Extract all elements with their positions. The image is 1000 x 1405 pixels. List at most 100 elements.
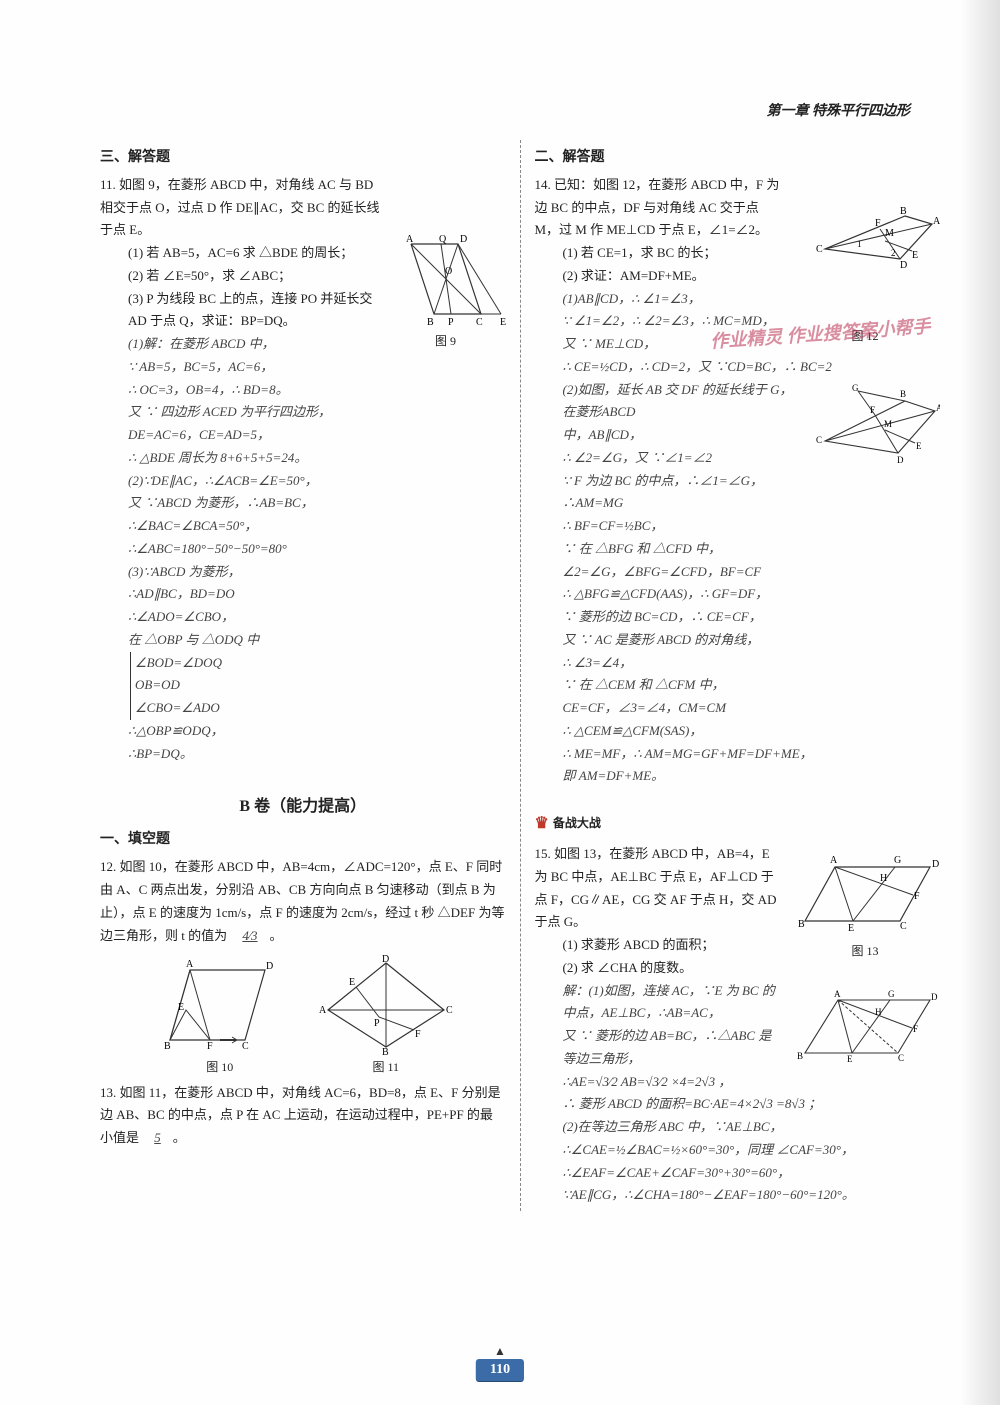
figure-11-svg: D A C B P E F [316, 955, 456, 1055]
p11-a3c: ∴∠ADO=∠CBO， [100, 606, 506, 629]
p11-a2b: 又 ∵ABCD 为菱形，∴AB=BC， [100, 492, 506, 515]
p11-a1d: 又 ∵ 四边形 ACED 为平行四边形， [100, 401, 506, 424]
fig10-caption: 图 10 [206, 1057, 233, 1077]
figure-13b-svg: A D B C E F G H [790, 988, 940, 1068]
p14-a1d: ∴ CE=½CD，∴ CD=2，又 ∵CD=BC，∴ BC=2 [535, 356, 941, 379]
svg-text:E: E [349, 977, 355, 988]
p11-a1f: ∴ △BDE 周长为 8+6+5+5=24。 [100, 447, 506, 470]
svg-text:F: F [914, 891, 920, 902]
p14-a2o: ∴ ME=MF，∴ AM=MG=GF+MF=DF+ME， [535, 743, 941, 766]
figure-12-caption: 图 12 [790, 326, 940, 347]
fig11-caption: 图 11 [372, 1057, 399, 1077]
p11-a2d: ∴∠ABC=180°−50°−50°=80° [100, 538, 506, 561]
svg-text:B: B [427, 317, 434, 328]
figure-12-svg: B A C D F M E 1 2 [790, 204, 940, 324]
p11-a2c: ∴∠BAC=∠BCA=50°， [100, 515, 506, 538]
problem-11: A Q D B P C E O 图 9 11. 如图 9，在菱形 ABCD 中，… [100, 174, 506, 766]
p11-a3f: OB=OD [130, 674, 506, 697]
svg-text:D: D [460, 234, 467, 245]
p15-a1f: ∴ 菱形 ABCD 的面积=BC·AE=4×2√3 =8√3 ； [535, 1093, 941, 1116]
p14-a2e: ∴ BF=CF=½BC， [535, 515, 941, 538]
p13-answer: 5 [142, 1130, 173, 1145]
svg-text:E: E [912, 250, 918, 261]
scan-edge-shadow [960, 0, 1000, 1405]
svg-text:Q: Q [439, 234, 447, 245]
figure-12b-wrap: B A C D G F M E [800, 383, 940, 493]
problem-15: A D B C E F G H 图 13 15. 如图 13，在菱形 ABCD … [535, 843, 941, 1207]
svg-text:F: F [875, 218, 881, 229]
p11-a1b: ∵ AB=5，BC=5，AC=6， [100, 356, 506, 379]
p11-a1e: DE=AC=6，CE=AD=5， [100, 424, 506, 447]
p12-text: 12. 如图 10，在菱形 ABCD 中，AB=4cm，∠ADC=120°，点 … [100, 859, 504, 942]
svg-text:1: 1 [857, 239, 862, 249]
figure-13b-wrap: A D B C E F G H [790, 988, 940, 1068]
section-title-3: 三、解答题 [100, 146, 506, 170]
figure-9-caption: 图 9 [386, 331, 506, 352]
p11-a3g: ∠CBO=∠ADO [130, 697, 506, 720]
crown-icon: ♛ [535, 810, 549, 837]
svg-text:H: H [875, 1007, 882, 1017]
svg-text:E: E [848, 923, 854, 934]
svg-text:E: E [847, 1054, 853, 1064]
svg-text:A: A [936, 403, 940, 413]
p11-a2a: (2)∵DE∥AC，∴∠ACB=∠E=50°， [100, 470, 506, 493]
section-icon-label: 备战大战 [553, 813, 601, 833]
figure-9-svg: A Q D B P C E O [386, 234, 506, 329]
p11-a3d: 在 △OBP 与 △ODQ 中 [100, 629, 506, 652]
svg-text:F: F [913, 1024, 918, 1034]
svg-text:C: C [816, 435, 822, 445]
figure-10-svg: A D B F C E [150, 955, 290, 1055]
p15-a2c: ∴∠EAF=∠CAE+∠CAF=30°+30°=60°， [535, 1162, 941, 1185]
p15-a2d: ∵AE∥CG，∴∠CHA=180°−∠EAF=180°−60°=120°。 [535, 1184, 941, 1207]
right-column: 二、解答题 B A C D F M E 1 [529, 140, 941, 1211]
svg-text:E: E [916, 441, 922, 451]
svg-text:M: M [885, 228, 894, 239]
p14-a2h: ∴ △BFG≌△CFD(AAS)，∴ GF=DF， [535, 583, 941, 606]
figure-13-svg: A D B C E F G H [790, 849, 940, 939]
column-divider [520, 140, 521, 1211]
svg-text:G: G [888, 989, 895, 999]
problem-14: B A C D F M E 1 2 图 12 14. 已知：如图 12，在菱形 … [535, 174, 941, 788]
svg-text:B: B [382, 1047, 389, 1055]
figure-13-wrap: A D B C E F G H 图 13 [790, 849, 940, 962]
svg-text:M: M [884, 419, 892, 429]
p15-a1e: ∴AE=√3⁄2 AB=√3⁄2 ×4=2√3 ， [535, 1071, 941, 1094]
p14-a2j: 又 ∵ AC 是菱形 ABCD 的对角线， [535, 629, 941, 652]
svg-text:D: D [382, 955, 389, 965]
p11-header: 11. 如图 9，在菱形 ABCD 中，对角线 AC 与 BD 相交于点 O，过… [100, 174, 506, 242]
svg-text:D: D [931, 992, 938, 1002]
figure-10: A D B F C E 图 10 [150, 955, 290, 1077]
two-column-layout: 三、解答题 A Q D B P C [100, 140, 940, 1211]
svg-text:C: C [900, 921, 907, 932]
p12-answer: 4⁄3 [230, 928, 269, 943]
section-icon-title: ♛ 备战大战 [535, 810, 601, 837]
svg-text:C: C [476, 317, 483, 328]
p14-a2m: CE=CF，∠3=∠4，CM=CM [535, 697, 941, 720]
svg-text:O: O [445, 266, 452, 277]
left-column: 三、解答题 A Q D B P C [100, 140, 512, 1211]
svg-text:A: A [319, 1005, 327, 1016]
svg-text:G: G [852, 383, 859, 393]
figure-11: D A C B P E F 图 11 [316, 955, 456, 1077]
svg-text:P: P [374, 1018, 380, 1029]
svg-text:D: D [932, 859, 939, 870]
figure-12-wrap: B A C D F M E 1 2 图 12 [790, 204, 940, 347]
p14-a2n: ∴ △CEM≌△CFM(SAS)， [535, 720, 941, 743]
p15-a2a: (2)在等边三角形 ABC 中，∵AE⊥BC， [535, 1116, 941, 1139]
p14-a2g: ∠2=∠G，∠BFG=∠CFD，BF=CF [535, 561, 941, 584]
svg-text:C: C [446, 1005, 453, 1016]
svg-text:E: E [178, 1002, 184, 1013]
svg-text:A: A [834, 989, 841, 999]
p11-a3b: ∴AD∥BC，BD=DO [100, 583, 506, 606]
section-title-1: 一、填空题 [100, 828, 506, 852]
svg-text:B: B [900, 389, 906, 399]
svg-text:H: H [880, 873, 887, 884]
svg-text:F: F [415, 1029, 421, 1040]
svg-text:B: B [798, 919, 805, 930]
svg-text:F: F [870, 405, 875, 415]
p11-a1c: ∴ OC=3，OB=4，∴ BD=8。 [100, 379, 506, 402]
fig13-caption: 图 13 [790, 941, 940, 962]
p14-a2l: ∵ 在 △CEM 和 △CFM 中， [535, 674, 941, 697]
svg-text:2: 2 [891, 248, 896, 258]
volume-b-title: B 卷（能力提高） [100, 793, 506, 820]
